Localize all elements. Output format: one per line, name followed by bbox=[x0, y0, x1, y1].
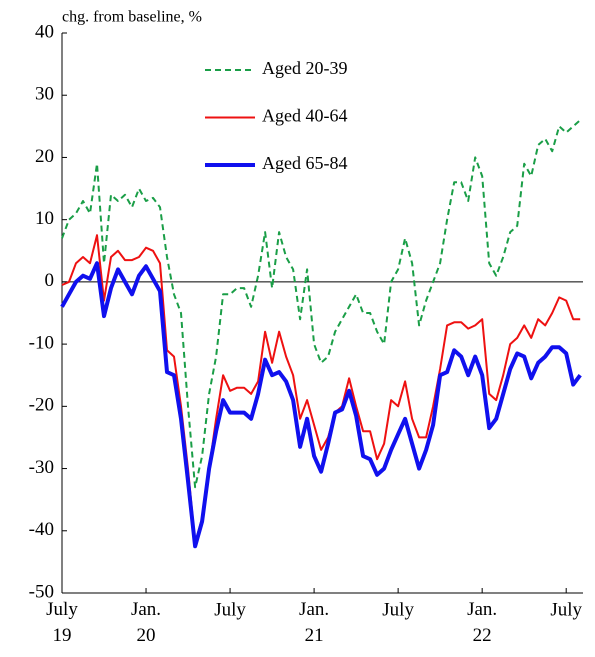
x-tick-label: Jan. 22 bbox=[467, 599, 497, 646]
y-tick-label: 20 bbox=[35, 146, 54, 167]
y-tick-label: 0 bbox=[45, 270, 55, 291]
y-tick-label: -40 bbox=[29, 519, 54, 540]
x-tick-label: July bbox=[550, 599, 582, 620]
x-tick-label: July bbox=[214, 599, 246, 620]
y-tick-label: 40 bbox=[35, 21, 54, 42]
y-tick-label: -10 bbox=[29, 332, 54, 353]
x-tick-label: July 19 bbox=[46, 599, 78, 646]
series-line bbox=[61, 119, 581, 489]
legend-label: Aged 65-84 bbox=[262, 153, 347, 173]
x-tick-label: July bbox=[382, 599, 414, 620]
y-tick-label: 30 bbox=[35, 84, 54, 105]
y-axis-title: chg. from baseline, % bbox=[62, 9, 202, 26]
series-line bbox=[61, 234, 581, 545]
y-tick-label: -30 bbox=[29, 457, 54, 478]
y-tick-label: -50 bbox=[29, 581, 54, 602]
legend-label: Aged 40-64 bbox=[262, 106, 347, 126]
x-tick-label: Jan. 21 bbox=[299, 599, 329, 646]
x-tick-label: Jan. 20 bbox=[131, 599, 161, 646]
series-line bbox=[60, 261, 582, 549]
y-tick-label: 10 bbox=[35, 208, 54, 229]
y-tick-label: -20 bbox=[29, 395, 54, 416]
legend-label: Aged 20-39 bbox=[262, 58, 347, 78]
